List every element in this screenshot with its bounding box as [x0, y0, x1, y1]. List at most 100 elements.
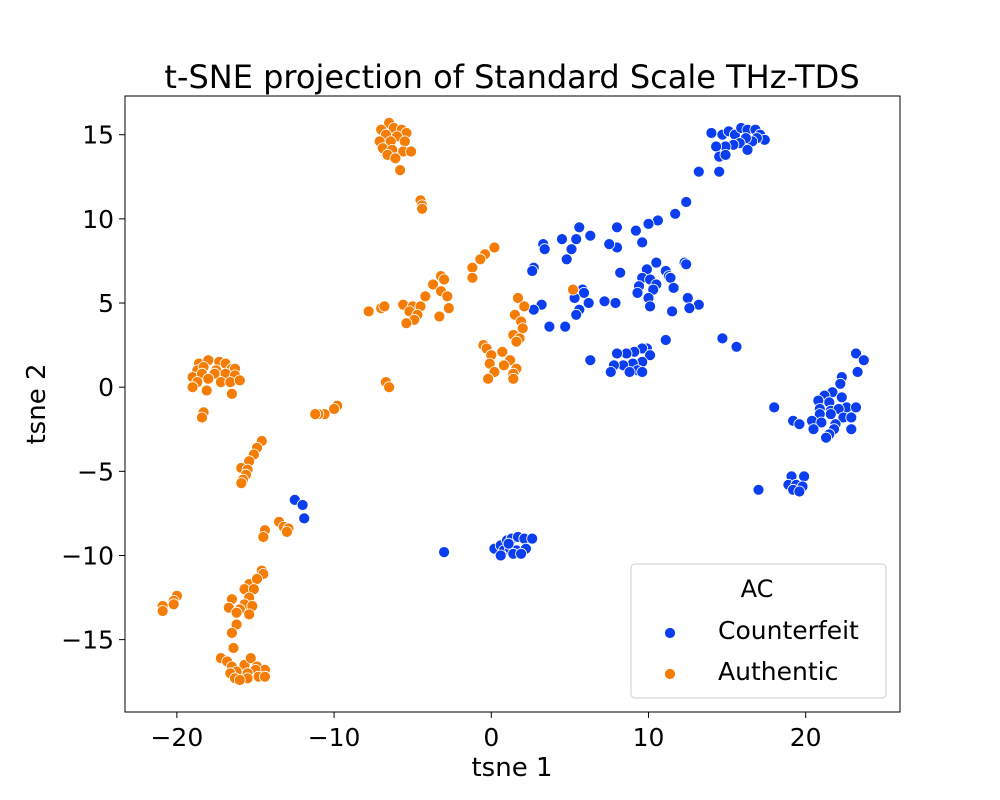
- y-tick-label: −10: [61, 541, 114, 570]
- point-authentic: [516, 322, 529, 335]
- point-authentic: [416, 202, 429, 215]
- y-tick-label: −5: [77, 457, 114, 486]
- plot-frame: [124, 95, 901, 713]
- point-counterfeit: [710, 140, 722, 153]
- legend-title: AC: [741, 575, 774, 603]
- point-counterfeit: [559, 320, 572, 333]
- point-counterfeit: [798, 470, 810, 483]
- point-authentic: [438, 273, 451, 286]
- y-axis-label: tsne 2: [22, 363, 52, 444]
- point-authentic: [389, 152, 402, 165]
- point-authentic: [233, 674, 246, 686]
- y-tick-label: 5: [98, 289, 114, 318]
- point-authentic: [496, 345, 509, 358]
- point-authentic: [497, 359, 510, 372]
- point-counterfeit: [623, 366, 636, 378]
- x-axis-label: tsne 1: [471, 753, 552, 783]
- point-counterfeit: [845, 411, 858, 424]
- point-counterfeit: [664, 271, 677, 284]
- point-counterfeit: [611, 221, 623, 234]
- point-counterfeit: [659, 334, 672, 346]
- point-counterfeit: [815, 416, 828, 429]
- point-counterfeit: [538, 243, 551, 256]
- point-counterfeit: [598, 295, 611, 308]
- point-counterfeit: [614, 266, 627, 279]
- point-authentic: [235, 477, 248, 490]
- point-counterfeit: [683, 302, 696, 315]
- point-authentic: [230, 606, 243, 619]
- point-counterfeit: [713, 165, 726, 178]
- point-counterfeit: [642, 217, 655, 230]
- point-counterfeit: [680, 196, 693, 208]
- point-counterfeit: [570, 233, 583, 246]
- point-counterfeit: [680, 258, 693, 271]
- point-authentic: [224, 376, 237, 389]
- point-counterfeit: [850, 347, 862, 360]
- point-authentic: [227, 642, 240, 654]
- point-counterfeit: [526, 532, 539, 545]
- point-counterfeit: [851, 366, 864, 378]
- point-counterfeit: [824, 408, 837, 421]
- point-counterfeit: [603, 238, 616, 251]
- x-tick-label: 20: [790, 723, 822, 752]
- point-counterfeit: [582, 297, 595, 309]
- point-counterfeit: [556, 233, 568, 246]
- point-authentic: [156, 605, 169, 617]
- point-counterfeit: [573, 221, 586, 234]
- point-counterfeit: [502, 537, 515, 550]
- point-authentic: [202, 372, 215, 385]
- point-authentic: [233, 374, 246, 387]
- point-authentic: [362, 305, 375, 318]
- point-counterfeit: [578, 286, 590, 299]
- point-authentic: [196, 411, 208, 424]
- point-authentic: [427, 278, 440, 291]
- point-authentic: [466, 261, 479, 274]
- point-counterfeit: [611, 347, 623, 360]
- x-tick-label: 10: [633, 723, 665, 752]
- point-counterfeit: [438, 546, 451, 558]
- point-counterfeit: [807, 423, 820, 436]
- point-counterfeit: [820, 431, 832, 444]
- point-counterfeit: [835, 391, 848, 404]
- y-tick-label: 0: [98, 373, 114, 402]
- point-authentic: [383, 381, 396, 394]
- point-authentic: [518, 300, 531, 313]
- point-counterfeit: [609, 297, 622, 309]
- point-authentic: [244, 652, 257, 664]
- point-authentic: [419, 290, 432, 303]
- point-counterfeit: [741, 143, 754, 156]
- point-counterfeit: [604, 366, 617, 378]
- point-authentic: [567, 283, 579, 296]
- point-counterfeit: [644, 349, 656, 362]
- point-counterfeit: [636, 236, 649, 249]
- point-counterfeit: [681, 292, 694, 304]
- point-counterfeit: [644, 300, 656, 313]
- chart-title: t-SNE projection of Standard Scale THz-T…: [164, 58, 859, 96]
- point-counterfeit: [692, 165, 705, 178]
- point-counterfeit: [669, 207, 682, 220]
- point-counterfeit: [793, 418, 806, 431]
- point-authentic: [488, 241, 501, 254]
- point-counterfeit: [526, 265, 539, 277]
- point-counterfeit: [570, 308, 583, 321]
- point-authentic: [257, 531, 270, 543]
- point-authentic: [243, 608, 256, 621]
- y-tick-label: −15: [61, 626, 114, 655]
- point-authentic: [442, 302, 455, 315]
- point-counterfeit: [666, 305, 678, 318]
- point-authentic: [507, 372, 520, 385]
- legend: AC Counterfeit Authentic: [630, 563, 887, 699]
- point-counterfeit: [584, 229, 597, 242]
- point-counterfeit: [543, 320, 556, 333]
- point-authentic: [394, 164, 407, 177]
- point-authentic: [186, 381, 199, 394]
- point-counterfeit: [494, 549, 507, 562]
- x-tick-label: −20: [150, 723, 203, 752]
- scatter-points: [156, 117, 870, 686]
- point-counterfeit: [650, 256, 663, 269]
- point-authentic: [482, 372, 495, 385]
- point-counterfeit: [845, 423, 858, 436]
- point-counterfeit: [719, 148, 732, 161]
- point-counterfeit: [584, 354, 597, 367]
